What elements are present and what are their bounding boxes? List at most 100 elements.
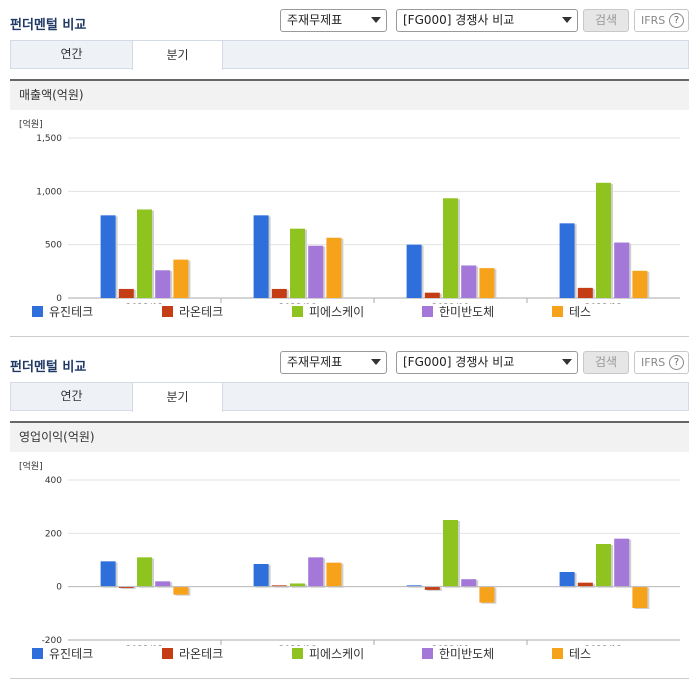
ifrs-label: IFRS	[641, 356, 666, 369]
bar	[479, 268, 495, 298]
bar	[137, 557, 152, 587]
legend-item: 테스	[552, 646, 591, 662]
bar	[118, 586, 134, 588]
tab-annual[interactable]: 연간	[60, 389, 83, 403]
search-button[interactable]: 검색	[583, 9, 629, 32]
x-tick-label: 2023/12	[585, 303, 622, 304]
section-header: 펀더멘털 비교 주재무제표 [FG000] 경쟁사 비교 검색 IFRS?	[0, 0, 696, 40]
legend-swatch	[32, 648, 43, 659]
chevron-down-icon	[371, 17, 381, 23]
section-title: 펀더멘털 비교	[10, 18, 87, 33]
legend-item: 라온테크	[162, 646, 223, 662]
bar	[100, 561, 116, 587]
bar	[326, 562, 342, 587]
bar	[173, 586, 189, 595]
x-tick-label: 2023/06	[279, 303, 317, 304]
legend-swatch	[422, 306, 433, 317]
y-tick-label: 0	[56, 583, 62, 593]
bar	[118, 288, 134, 298]
bar	[461, 579, 477, 587]
bar	[577, 582, 593, 587]
bar	[559, 572, 575, 587]
chart-subtitle: 영업이익(억원)	[10, 421, 689, 452]
legend-swatch	[422, 648, 433, 659]
chevron-down-icon	[562, 17, 572, 23]
bar	[271, 288, 287, 298]
period-tabs: 연간 분기	[10, 40, 689, 70]
tab-annual[interactable]: 연간	[60, 47, 83, 61]
legend-item: 라온테크	[162, 304, 223, 320]
legend-label: 유진테크	[49, 647, 94, 661]
legend-item: 피에스케이	[292, 646, 364, 662]
bar	[326, 237, 342, 298]
legend-label: 테스	[569, 305, 592, 319]
y-tick-label: 200	[45, 529, 62, 539]
chart-subtitle: 매출액(억원)	[10, 79, 689, 110]
statement-type-value: 주재무제표	[287, 13, 343, 27]
ifrs-help-button[interactable]: IFRS?	[634, 9, 689, 32]
tab-quarterly[interactable]: 분기	[132, 40, 223, 70]
x-tick-label: 2023/06	[279, 645, 317, 646]
legend-swatch	[552, 648, 563, 659]
bar	[290, 583, 305, 587]
comparison-group-select[interactable]: [FG000] 경쟁사 비교	[396, 351, 578, 374]
legend-swatch	[32, 306, 43, 317]
ifrs-help-button[interactable]: IFRS?	[634, 351, 689, 374]
y-tick-label: 1,500	[36, 134, 62, 144]
operating-profit-section: 펀더멘털 비교 주재무제표 [FG000] 경쟁사 비교 검색 IFRS? 연간…	[0, 342, 696, 684]
legend-swatch	[292, 648, 303, 659]
bar	[290, 228, 305, 298]
section-title: 펀더멘털 비교	[10, 360, 87, 375]
bar	[155, 581, 171, 587]
y-tick-label: -200	[42, 636, 63, 646]
legend-item: 테스	[552, 304, 591, 320]
statement-type-select[interactable]: 주재무제표	[280, 9, 387, 32]
statement-type-value: 주재무제표	[287, 355, 343, 369]
comparison-group-value: [FG000] 경쟁사 비교	[403, 13, 515, 27]
bar	[443, 520, 458, 587]
legend-item: 유진테크	[32, 304, 93, 320]
tab-quarterly[interactable]: 분기	[132, 382, 223, 412]
legend-swatch	[292, 306, 303, 317]
legend-swatch	[552, 306, 563, 317]
bar	[253, 215, 269, 298]
legend-item: 한미반도체	[422, 646, 494, 662]
y-tick-label: 1,000	[36, 187, 62, 197]
y-tick-label: 500	[45, 241, 62, 251]
statement-type-select[interactable]: 주재무제표	[280, 351, 387, 374]
legend-swatch	[162, 648, 173, 659]
bar	[632, 270, 648, 298]
bar	[424, 292, 440, 298]
chart-legend: 유진테크 라온테크 피에스케이 한미반도체 테스	[0, 304, 696, 320]
ifrs-label: IFRS	[641, 14, 666, 27]
legend-label: 한미반도체	[439, 305, 495, 319]
bar	[253, 564, 269, 587]
legend-label: 라온테크	[179, 647, 224, 661]
comparison-group-select[interactable]: [FG000] 경쟁사 비교	[396, 9, 578, 32]
x-tick-label: 2023/09	[432, 303, 470, 304]
legend-label: 한미반도체	[439, 647, 495, 661]
legend-label: 피에스케이	[309, 647, 365, 661]
bar	[596, 544, 611, 587]
x-tick-label: 2023/03	[126, 645, 163, 646]
legend-item: 한미반도체	[422, 304, 494, 320]
legend-swatch	[162, 306, 173, 317]
bar	[443, 198, 458, 298]
x-tick-label: 2023/03	[126, 303, 163, 304]
chevron-down-icon	[562, 359, 572, 365]
y-unit-label: [억원]	[19, 118, 43, 130]
bar	[308, 557, 324, 587]
legend-label: 테스	[569, 647, 592, 661]
bar	[271, 585, 287, 587]
search-button[interactable]: 검색	[583, 351, 629, 374]
comparison-group-value: [FG000] 경쟁사 비교	[403, 355, 515, 369]
sales-section: 펀더멘털 비교 주재무제표 [FG000] 경쟁사 비교 검색 IFRS? 연간…	[0, 0, 696, 340]
bar	[406, 585, 422, 587]
bar	[559, 223, 575, 298]
legend-label: 피에스케이	[309, 305, 365, 319]
y-tick-label: 0	[56, 294, 62, 304]
section-header: 펀더멘털 비교 주재무제표 [FG000] 경쟁사 비교 검색 IFRS?	[0, 342, 696, 382]
section-divider	[10, 678, 689, 679]
bar	[461, 265, 477, 298]
section-divider	[10, 336, 689, 337]
